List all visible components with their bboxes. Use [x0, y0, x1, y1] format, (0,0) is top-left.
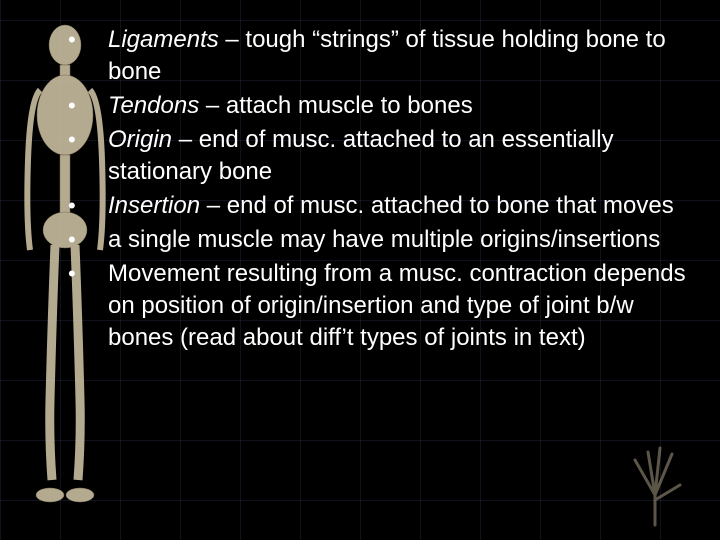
- bullet-text: Movement resulting from a musc. contract…: [108, 258, 690, 354]
- bullet-text: Insertion – end of musc. attached to bon…: [108, 190, 690, 222]
- bullet-marker: •: [60, 124, 108, 156]
- bullet-marker: •: [60, 90, 108, 122]
- bullet-item: • Movement resulting from a musc. contra…: [60, 258, 690, 354]
- bullet-item: • Origin – end of musc. attached to an e…: [60, 124, 690, 188]
- slide-content: • Ligaments – tough “strings” of tissue …: [60, 24, 690, 356]
- bullet-text: a single muscle may have multiple origin…: [108, 224, 690, 256]
- hand-skeleton-illustration: [610, 440, 700, 530]
- bullet-item: • Tendons – attach muscle to bones: [60, 90, 690, 122]
- bullet-text: Origin – end of musc. attached to an ess…: [108, 124, 690, 188]
- bullet-marker: •: [60, 224, 108, 256]
- bullet-text: Tendons – attach muscle to bones: [108, 90, 690, 122]
- bullet-text: Ligaments – tough “strings” of tissue ho…: [108, 24, 690, 88]
- bullet-item: • Ligaments – tough “strings” of tissue …: [60, 24, 690, 88]
- bullet-item: • a single muscle may have multiple orig…: [60, 224, 690, 256]
- bullet-marker: •: [60, 190, 108, 222]
- bullet-marker: •: [60, 258, 108, 290]
- bullet-list: • Ligaments – tough “strings” of tissue …: [60, 24, 690, 354]
- bullet-item: • Insertion – end of musc. attached to b…: [60, 190, 690, 222]
- bullet-marker: •: [60, 24, 108, 56]
